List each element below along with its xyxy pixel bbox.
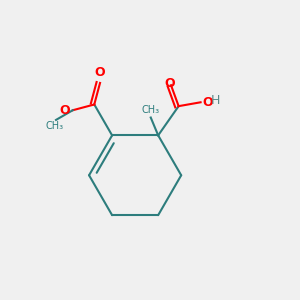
Text: O: O: [60, 104, 70, 117]
Text: O: O: [95, 66, 105, 80]
Text: O: O: [164, 77, 175, 90]
Text: O: O: [202, 96, 213, 109]
Text: H: H: [211, 94, 220, 107]
Text: CH₃: CH₃: [142, 105, 160, 115]
Text: CH₃: CH₃: [46, 122, 64, 131]
